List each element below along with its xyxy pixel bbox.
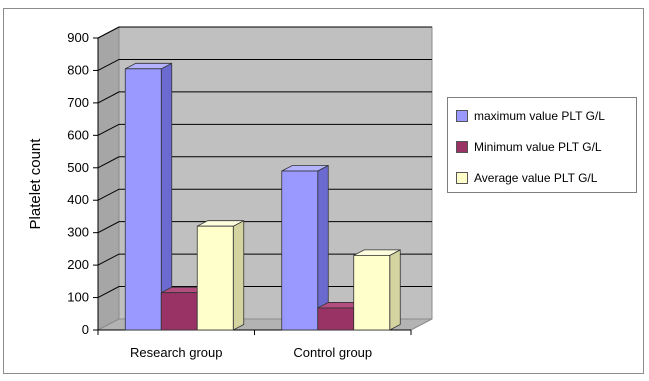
y-tick-label: 100: [67, 290, 89, 305]
legend-item-min: Minimum value PLT G/L: [456, 138, 602, 156]
gridline: [97, 26, 432, 39]
gridline: [97, 58, 432, 71]
y-tick-label: 200: [67, 257, 89, 272]
bar: [281, 164, 329, 331]
y-tick-label: 900: [67, 30, 89, 45]
y-tick-label: 700: [67, 95, 89, 110]
gridline: [97, 91, 432, 104]
y-tick-label: 400: [67, 192, 89, 207]
y-axis-title: Platelet count: [27, 138, 44, 230]
legend-label-avg: Average value PLT G/L: [474, 171, 598, 185]
bar: [124, 62, 173, 331]
y-tick-label: 500: [67, 160, 89, 175]
legend-swatch-max: [456, 110, 468, 122]
legend-label-min: Minimum value PLT G/L: [474, 140, 602, 154]
y-tick-label: 800: [67, 62, 89, 77]
gridline: [97, 123, 432, 136]
plot-side-wall: [97, 26, 120, 331]
gridline: [97, 156, 432, 169]
y-tick-label: 300: [67, 225, 89, 240]
bar: [196, 220, 245, 331]
bar: [353, 249, 401, 331]
x-tick-label: Research group: [130, 345, 223, 360]
legend-item-max: maximum value PLT G/L: [456, 107, 605, 125]
x-tick-label: Control group: [293, 345, 372, 360]
legend-swatch-min: [456, 141, 468, 153]
legend: maximum value PLT G/L Minimum value PLT …: [447, 97, 637, 193]
legend-item-avg: Average value PLT G/L: [456, 169, 597, 187]
legend-swatch-avg: [456, 172, 468, 184]
y-tick-label: 0: [82, 322, 89, 337]
y-tick-label: 600: [67, 127, 89, 142]
legend-label-max: maximum value PLT G/L: [474, 109, 605, 123]
